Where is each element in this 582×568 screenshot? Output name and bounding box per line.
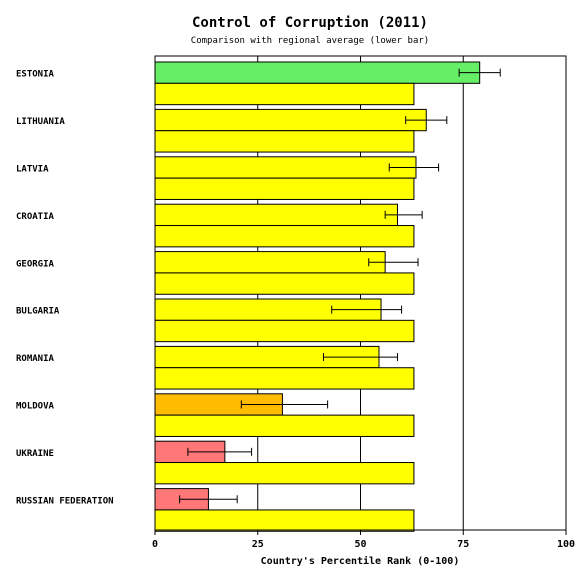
regional-average-bar [154,130,415,153]
regional-average-bar [154,82,415,106]
category-label: ESTONIA [16,70,55,80]
category-label: RUSSIAN FEDERATION [16,496,114,506]
regional-average-bar [154,509,415,532]
regional-average-bar [154,367,415,390]
category-label: ROMANIA [16,354,55,364]
regional-average-bar [154,177,415,200]
country-bar [154,251,386,274]
category-label: UKRAINE [16,449,54,459]
chart-title: Control of Corruption (2011) [192,15,428,31]
regional-average-bar [154,462,415,485]
x-tick-label: 25 [252,539,264,550]
category-label: MOLDOVA [16,401,55,411]
country-bar [154,108,427,132]
country-bar [154,61,481,84]
regional-average-bar [154,414,415,437]
x-axis-label: Country's Percentile Rank (0-100) [261,555,460,567]
plot-area: ESTONIA LITHUANIA LATVIA CROATIA GEORGIA BULG… [16,55,575,550]
x-tick-label: 100 [557,539,575,550]
country-bar [154,156,417,179]
regional-average-bar [154,225,415,248]
chart-subtitle: Comparison with regional average (lower … [191,36,429,46]
category-label: CROATIA [16,212,55,222]
regional-average-bar [154,319,415,343]
category-label: BULGARIA [16,307,60,317]
x-tick-label: 0 [152,539,158,550]
x-tick-label: 75 [457,539,469,550]
x-tick-label: 50 [354,539,366,550]
category-label: LATVIA [16,164,49,174]
category-label: GEORGIA [16,259,55,269]
country-bar [154,203,398,227]
regional-average-bar [154,272,415,295]
category-label: LITHUANIA [16,117,65,127]
